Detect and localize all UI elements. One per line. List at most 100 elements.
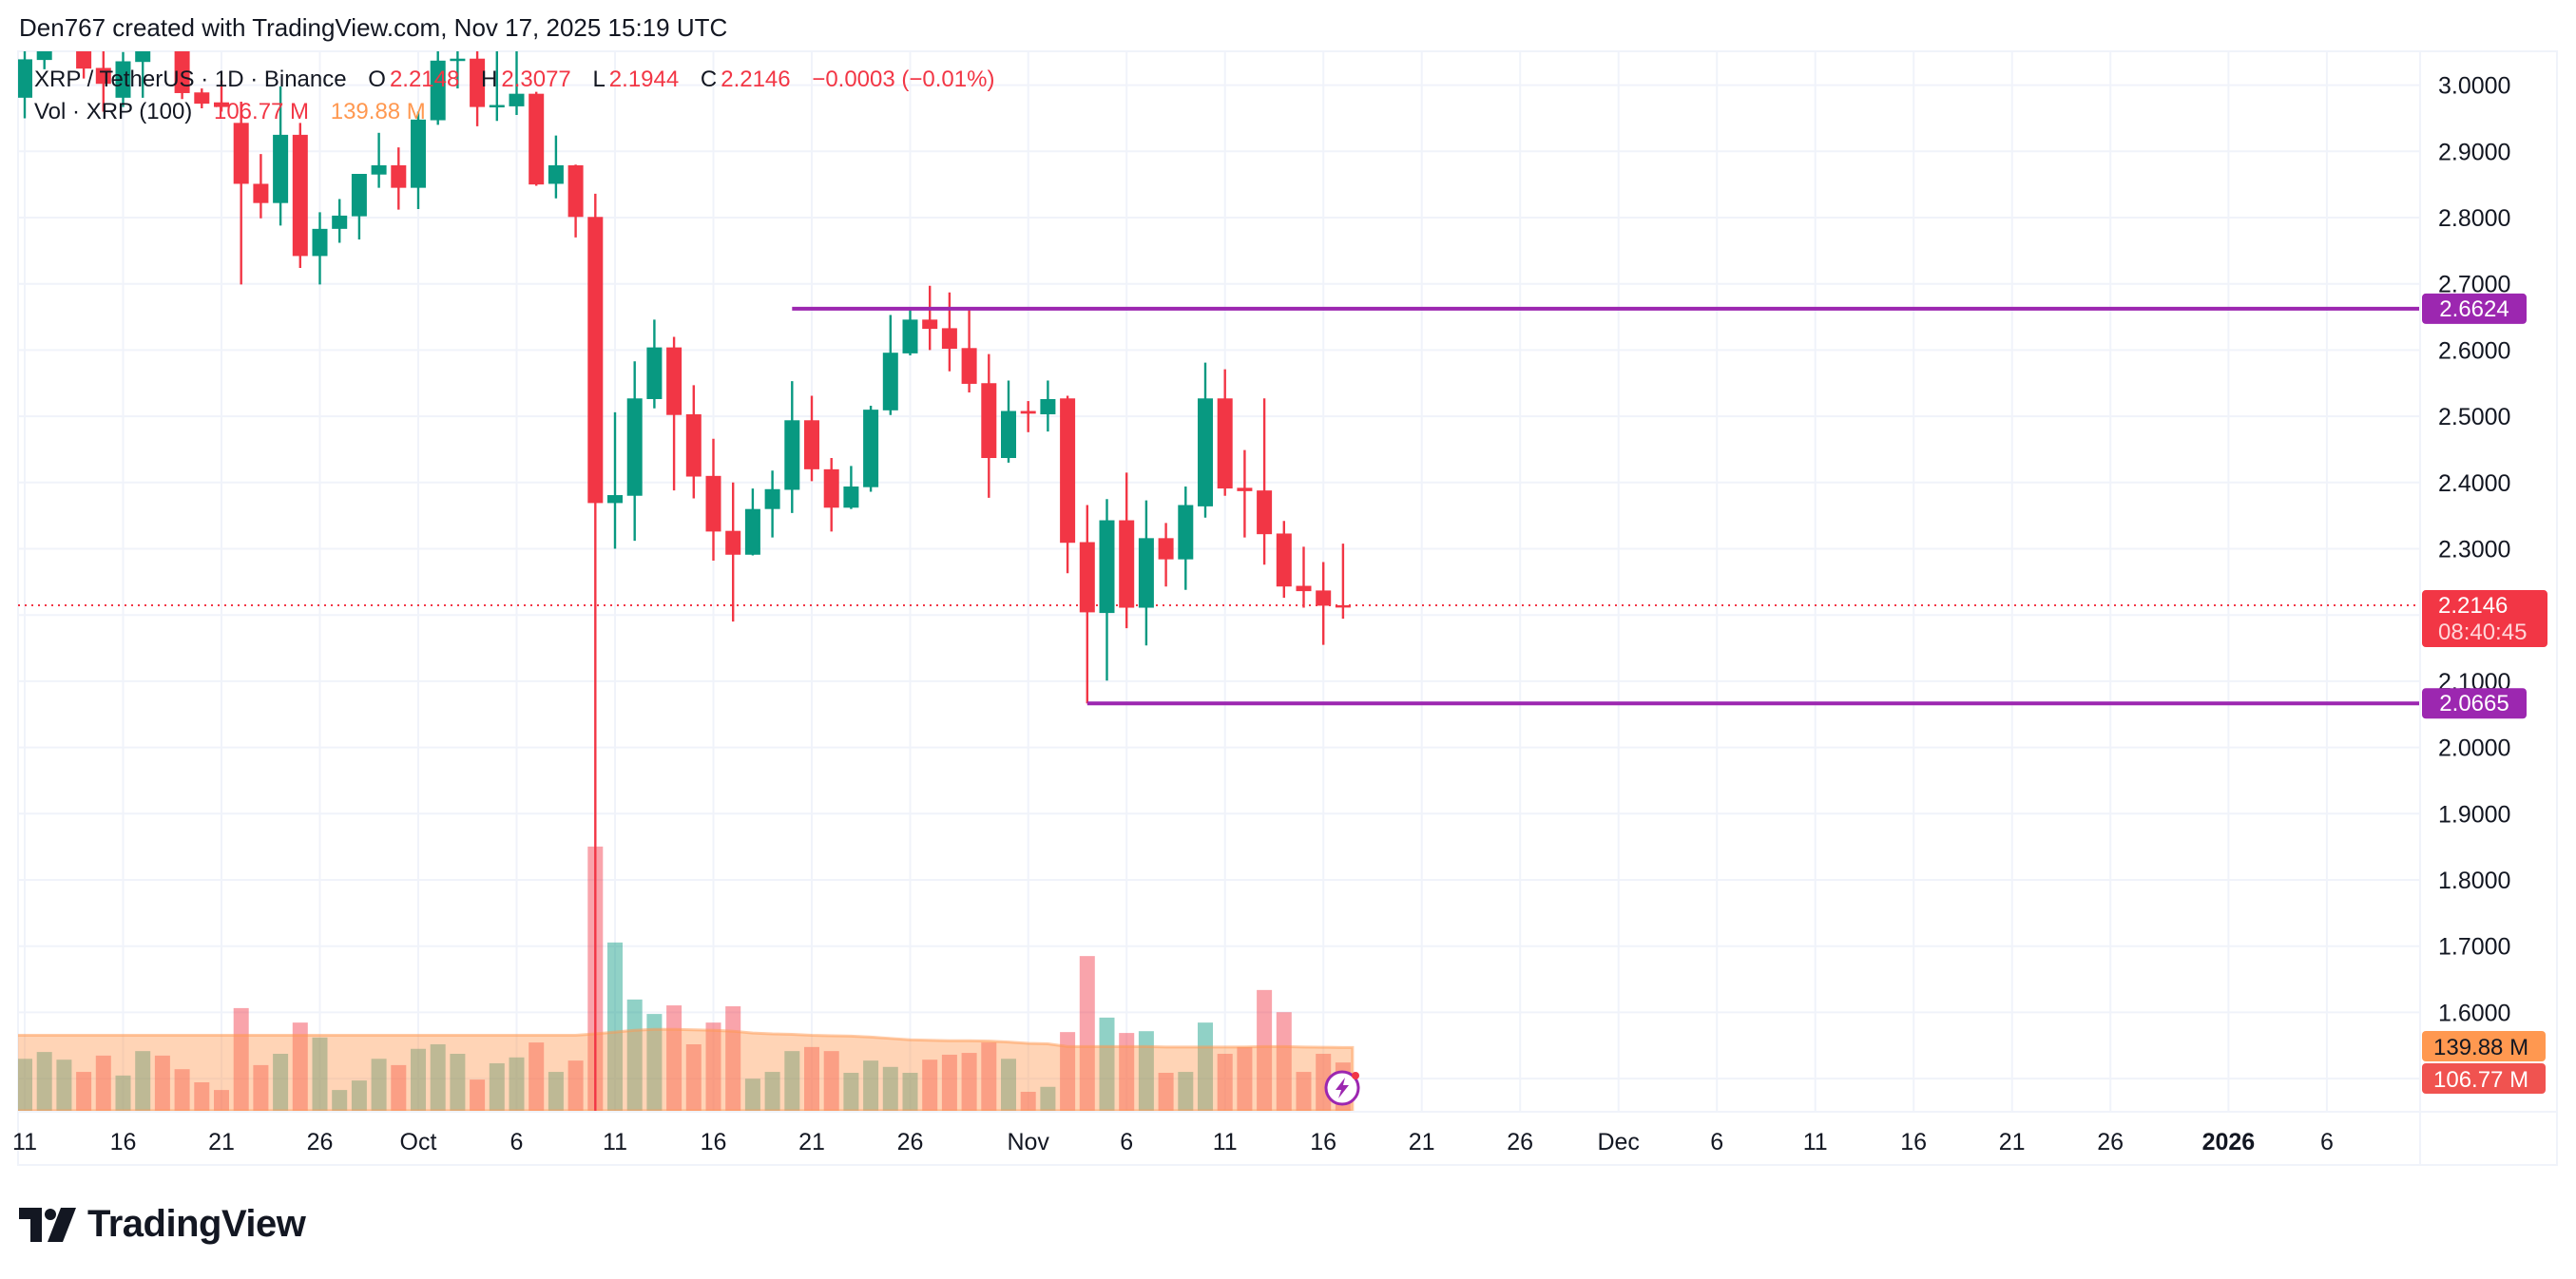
candle-body (804, 420, 819, 469)
candle[interactable] (1217, 369, 1233, 496)
candle-body (253, 183, 269, 203)
symbol-title[interactable]: XRP / TetherUS · 1D · Binance (34, 67, 347, 92)
candle[interactable] (312, 212, 328, 285)
volume-bar (489, 1063, 505, 1111)
candle[interactable] (36, 39, 52, 69)
volume-bar (292, 1022, 308, 1111)
candle[interactable] (685, 385, 702, 499)
candle[interactable] (1237, 449, 1253, 538)
candle-body (1020, 410, 1036, 414)
candle[interactable] (233, 102, 249, 285)
candle[interactable] (1138, 500, 1154, 646)
candle-body (1237, 487, 1253, 491)
candle[interactable] (450, 46, 466, 89)
candle[interactable] (961, 308, 977, 393)
price-axis[interactable]: 3.00002.90002.80002.70002.60002.50002.40… (2438, 73, 2510, 1027)
candle[interactable] (1198, 362, 1213, 518)
candle[interactable] (1001, 380, 1016, 463)
candle[interactable] (351, 173, 367, 240)
candle[interactable] (922, 285, 938, 351)
candle[interactable] (430, 46, 446, 125)
candle[interactable] (882, 315, 898, 415)
candle[interactable] (843, 466, 859, 509)
candle[interactable] (292, 123, 308, 268)
volume-bar (1079, 956, 1095, 1111)
candle[interactable] (391, 147, 407, 210)
candle[interactable] (470, 39, 486, 126)
candle[interactable] (823, 458, 839, 532)
candle[interactable] (1158, 523, 1174, 587)
candle[interactable] (95, 39, 111, 112)
candle[interactable] (1335, 544, 1351, 620)
candle[interactable] (587, 193, 604, 1112)
candle[interactable] (941, 292, 957, 372)
candle[interactable] (863, 405, 879, 492)
candle-body (882, 353, 898, 410)
candle[interactable] (17, 46, 32, 119)
time-tick-label: Oct (400, 1129, 437, 1155)
volume-bar (1178, 1072, 1194, 1111)
candle[interactable] (607, 411, 623, 549)
candle[interactable] (1316, 562, 1332, 645)
lightning-icon[interactable] (1324, 1070, 1360, 1106)
candle[interactable] (332, 199, 348, 243)
candle[interactable] (804, 395, 819, 482)
candle[interactable] (371, 132, 387, 188)
candle[interactable] (194, 88, 210, 108)
resistance-badge: 2.6624 (2439, 296, 2509, 322)
candle[interactable] (666, 336, 682, 491)
candle-series[interactable] (17, 19, 1351, 1112)
candle[interactable] (784, 381, 800, 513)
candle[interactable] (529, 91, 545, 186)
candle-body (76, 51, 92, 69)
volume-bar (312, 1037, 328, 1111)
candle[interactable] (1040, 380, 1056, 432)
candle[interactable] (76, 26, 92, 79)
candle[interactable] (764, 470, 780, 538)
tradingview-logo[interactable]: TradingView (19, 1203, 306, 1246)
candle-body (587, 217, 604, 504)
candle[interactable] (273, 86, 289, 226)
volume-bar (115, 1075, 131, 1111)
volume-bar (1099, 1017, 1115, 1111)
volume-bar (607, 942, 623, 1111)
candle[interactable] (725, 482, 741, 622)
candle[interactable] (567, 164, 584, 238)
candle[interactable] (214, 80, 229, 112)
open-value: 2.2148 (389, 67, 460, 92)
candle[interactable] (902, 309, 918, 355)
candle[interactable] (174, 19, 190, 100)
candle[interactable] (135, 32, 151, 98)
time-axis[interactable]: 11 16 21 26 Oct 6 11 16 21 26 Nov 6 11 16 21 26 Dec 6 11 16… (12, 1129, 2576, 1155)
candle[interactable] (744, 488, 760, 556)
candle[interactable] (548, 135, 564, 199)
candle[interactable] (411, 111, 426, 209)
candle[interactable] (1257, 398, 1273, 565)
candle[interactable] (253, 154, 269, 219)
candle[interactable] (1060, 395, 1076, 574)
candle[interactable] (489, 46, 505, 122)
candle[interactable] (1020, 401, 1036, 432)
candle[interactable] (115, 51, 131, 107)
candle[interactable] (705, 438, 721, 562)
candle[interactable] (1119, 472, 1135, 629)
support-badge-bg (2422, 688, 2527, 719)
candle[interactable] (626, 361, 643, 542)
candle[interactable] (1099, 499, 1115, 681)
grid (18, 51, 2420, 1112)
candle[interactable] (509, 46, 525, 115)
candle[interactable] (981, 353, 997, 498)
volume-title[interactable]: Vol · XRP (100) (34, 99, 193, 124)
candle[interactable] (1276, 521, 1292, 599)
time-tick-label: Nov (1007, 1129, 1049, 1155)
time-tick-label: 26 (2097, 1129, 2124, 1155)
horizontal-lines[interactable] (792, 306, 2420, 706)
candle[interactable] (1296, 546, 1312, 608)
candle[interactable] (1079, 505, 1095, 704)
volume-bar (863, 1060, 879, 1111)
candle[interactable] (646, 319, 663, 409)
volume-legend[interactable]: Vol · XRP (100) 106.77 M 139.88 M (34, 99, 430, 125)
candle[interactable] (1178, 486, 1194, 590)
